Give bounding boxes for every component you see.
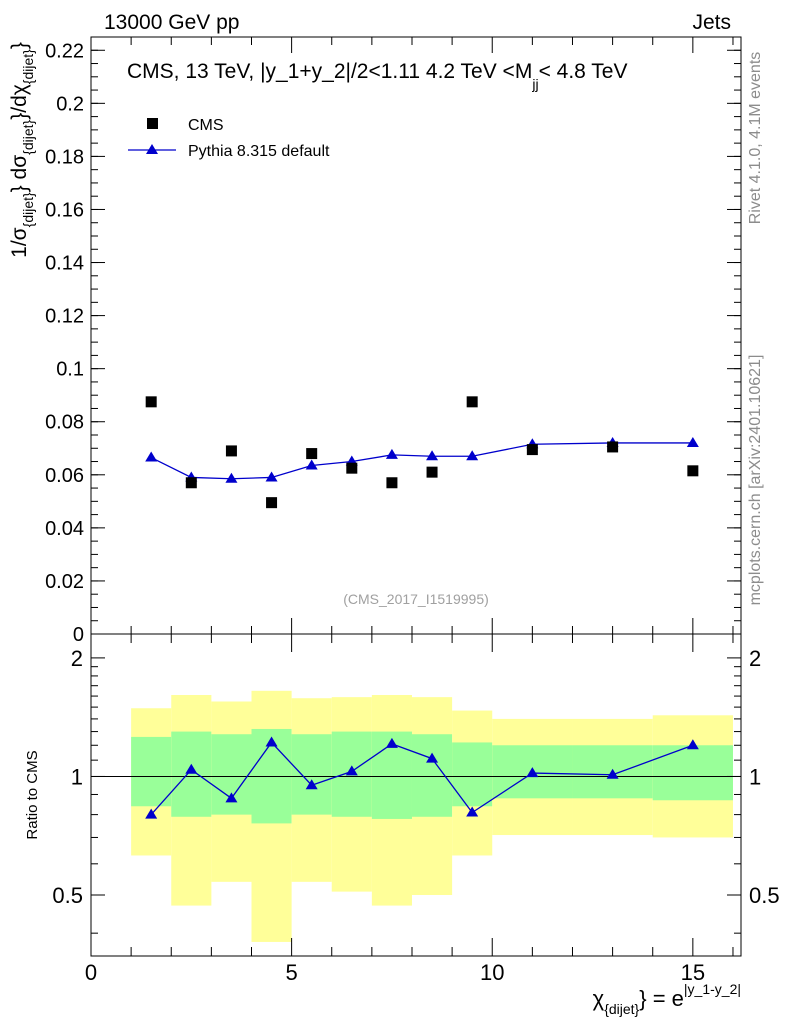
- cms-point: [306, 448, 318, 460]
- pythia-point: [265, 471, 278, 482]
- pythia-point: [305, 459, 318, 470]
- main-y-tick-label: 0.22: [45, 40, 84, 62]
- x-axis-label-chi: χ: [593, 986, 605, 1011]
- cms-point: [607, 441, 619, 453]
- cms-point: [386, 477, 398, 489]
- x-axis-label-sub: {dijet}: [604, 1001, 639, 1017]
- ratio-y-tick-label-right: 2: [749, 646, 761, 671]
- x-tick-label: 15: [681, 960, 705, 985]
- ratio-pythia-point: [526, 767, 539, 778]
- ratio-y-tick-label-right: 1: [749, 764, 761, 789]
- ratio-y-tick-label-left: 1: [71, 764, 83, 789]
- ratio-uncertainty-bands: [131, 690, 733, 942]
- cms-point: [346, 462, 358, 474]
- ratio-inner-band-4: [291, 734, 332, 815]
- legend-cms-label: CMS: [188, 117, 224, 134]
- ratio-inner-band-11: [652, 745, 733, 801]
- main-axes: 0 0.02 0.04 0.06 0.08 0.1 0.12 0.14 0.16 0.18 0.2 0…: [45, 36, 742, 646]
- pythia-point: [426, 450, 439, 461]
- main-y-tick-label: 0.04: [45, 518, 84, 540]
- ratio-pythia-line: [150, 741, 694, 816]
- x-tick-label: 0: [85, 960, 97, 985]
- ratio-pythia-point: [426, 752, 439, 763]
- ratio-inner-band-2: [211, 734, 252, 815]
- cms-point: [145, 396, 157, 408]
- main-y-tick-label: 0.2: [56, 93, 84, 115]
- ratio-inner-band-1: [171, 731, 212, 817]
- cms-point: [266, 497, 278, 509]
- ratio-axes: 0.5 0.5 1 1 2 2 0 5 10 15: [52, 633, 780, 985]
- ratio-inner-band-7: [411, 734, 453, 817]
- header-collision-label: 13000 GeV pp: [104, 11, 239, 34]
- ratio-pythia-point: [466, 806, 479, 817]
- ratio-inner-band-0: [131, 736, 172, 807]
- ratio-pythia-point: [145, 808, 158, 819]
- main-y-tick-label: 0.08: [45, 412, 84, 434]
- plot-title-subscript: jj: [531, 76, 538, 92]
- main-y-tick-label: 0.06: [45, 465, 84, 487]
- ratio-y-axis-label: Ratio to CMS: [24, 750, 41, 839]
- cms-point: [466, 396, 478, 408]
- cms-point: [526, 444, 538, 456]
- ratio-pythia-point: [345, 765, 358, 776]
- main-y-tick-label: 0.1: [56, 359, 84, 381]
- main-y-tick-label: 0.14: [45, 253, 84, 275]
- cms-point: [426, 466, 438, 478]
- x-axis-label-eq: } = e: [639, 986, 684, 1011]
- pythia-point: [466, 450, 479, 461]
- legend-cms-marker: [147, 118, 158, 129]
- x-axis-label: χ{dijet}} = e|y_1-y_2|: [593, 981, 741, 1017]
- main-data-marks: [145, 396, 699, 509]
- plot-title: CMS, 13 TeV, |y_1+y_2|/2<1.11 4.2 TeV <M…: [127, 60, 628, 92]
- ratio-pythia-point: [686, 739, 699, 750]
- ratio-pythia-point: [225, 792, 238, 803]
- pythia-point: [225, 472, 238, 483]
- legend-pythia-marker: [146, 144, 158, 154]
- ratio-y-tick-label-left: 0.5: [52, 883, 83, 908]
- plot-title-main: CMS, 13 TeV, |y_1+y_2|/2<1.11 4.2 TeV <M: [127, 60, 532, 83]
- ratio-pythia-point: [385, 737, 398, 748]
- pythia-point: [145, 451, 158, 462]
- ratio-y-tick-label-right: 0.5: [749, 883, 780, 908]
- pythia-point: [385, 448, 398, 459]
- legend-pythia-label: Pythia 8.315 default: [188, 143, 330, 160]
- ratio-y-tick-label-left: 2: [71, 646, 83, 671]
- main-y-axis-label: 1/σ{dijet}} dσ{dijet}}/dχ{dijet}}: [8, 42, 36, 258]
- x-axis-label-sup: |y_1-y_2|: [684, 981, 741, 997]
- ratio-pythia-point: [606, 768, 619, 779]
- main-y-tick-label: 0.16: [45, 199, 84, 221]
- ratio-pythia-point: [185, 763, 198, 774]
- pythia-point: [686, 436, 699, 447]
- main-y-tick-label: 0: [73, 624, 84, 646]
- ratio-pythia-point: [305, 779, 318, 790]
- mcplots-source-label: mcplots.cern.ch [arXiv:2401.10621]: [747, 355, 764, 606]
- header-process-label: Jets: [692, 11, 731, 34]
- cms-point: [185, 477, 197, 489]
- main-y-tick-label: 0.12: [45, 306, 84, 328]
- ratio-pythia-point: [265, 736, 278, 747]
- ratio-inner-band-8: [452, 742, 493, 807]
- main-y-tick-label: 0.18: [45, 146, 84, 168]
- ratio-data-marks: [145, 736, 699, 819]
- cms-point: [687, 465, 699, 477]
- main-y-tick-label: 0.02: [45, 571, 84, 593]
- legend: CMS Pythia 8.315 default: [128, 117, 330, 160]
- pythia-line: [150, 442, 693, 480]
- rivet-version-label: Rivet 4.1.0, 4.1M events: [747, 52, 764, 225]
- cms-point: [225, 445, 237, 457]
- x-tick-label: 10: [480, 960, 504, 985]
- x-tick-label: 5: [285, 960, 297, 985]
- analysis-watermark: (CMS_2017_I1519995): [343, 591, 489, 607]
- plot-title-tail: < 4.8 TeV: [539, 60, 628, 83]
- ratio-frame: [90, 633, 742, 957]
